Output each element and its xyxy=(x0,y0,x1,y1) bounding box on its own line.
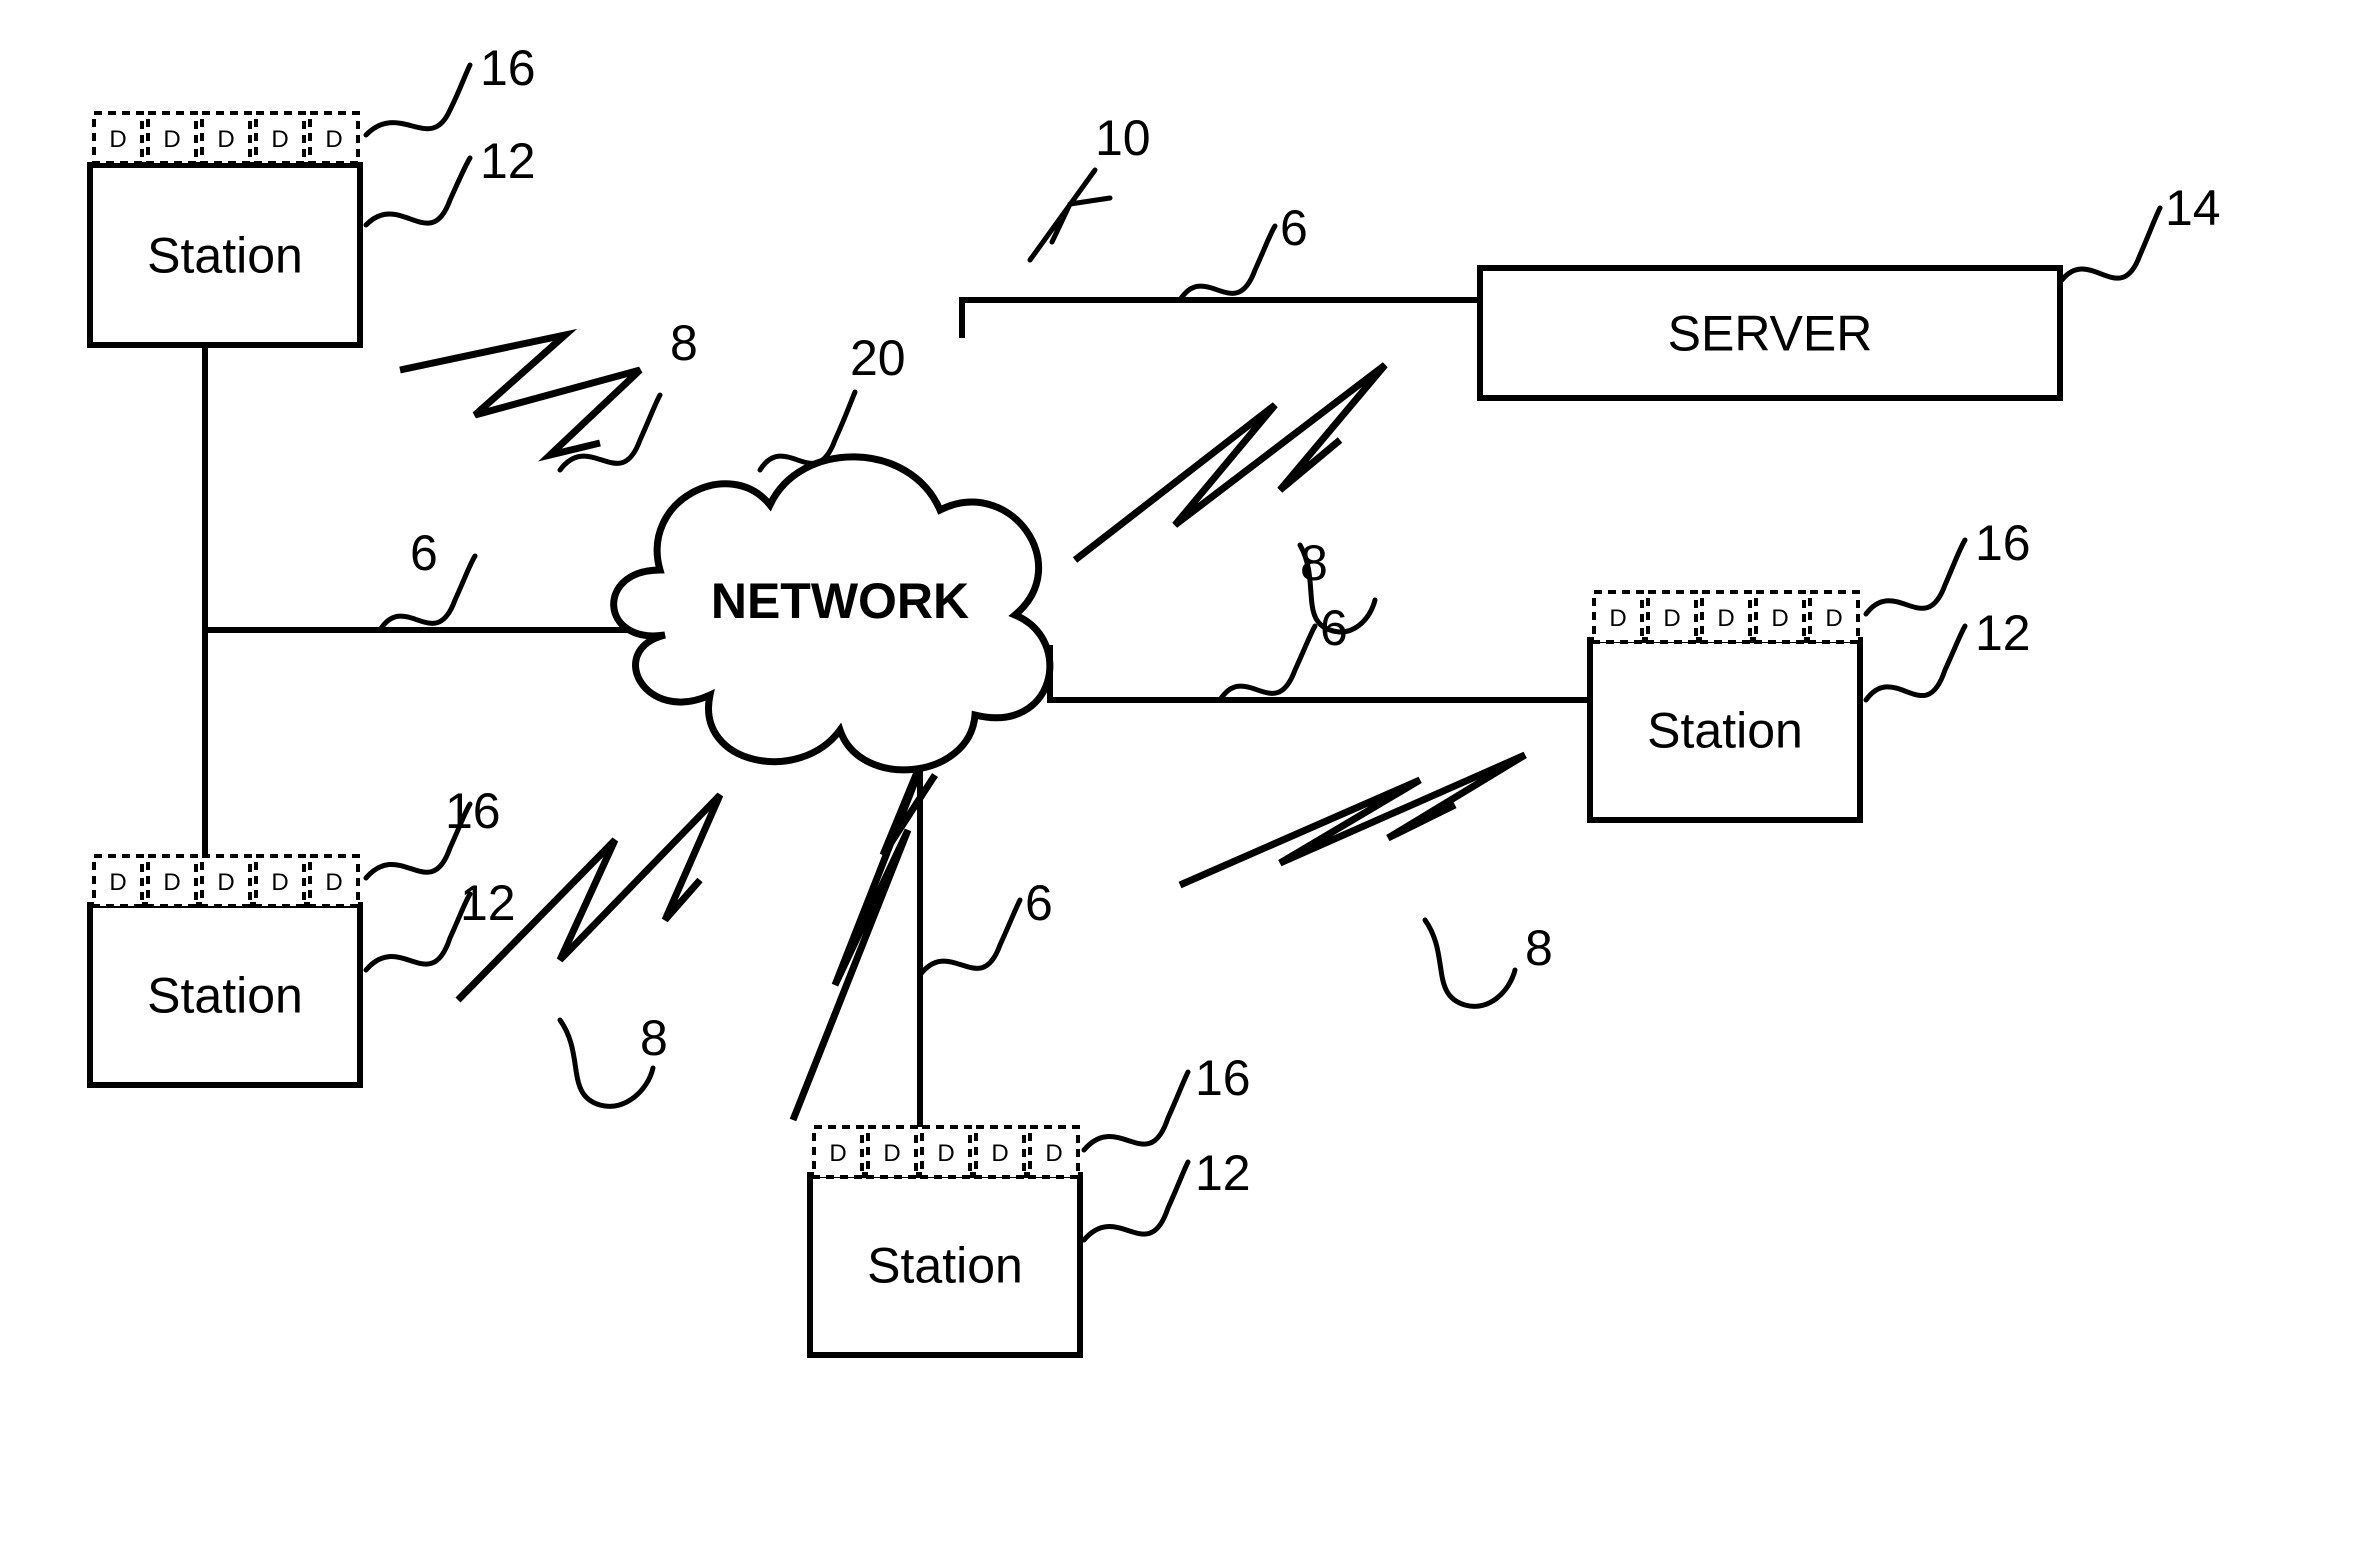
refnum-sq-16-tl: 16 xyxy=(480,40,536,96)
leader-sq-12-bc xyxy=(1084,1162,1188,1240)
refnum-sq-12-bc: 12 xyxy=(1195,1145,1251,1201)
dcell-label-bottom-center-3: D xyxy=(991,1140,1008,1167)
refnum-sq-6-tl: 6 xyxy=(410,525,438,581)
dcell-label-bottom-center-2: D xyxy=(937,1140,954,1167)
refnum-sq-6-r: 6 xyxy=(1320,600,1348,656)
leader-sq-16-r xyxy=(1866,540,1965,614)
wire-net-to-server xyxy=(962,300,1480,338)
dcell-label-bottom-left-3: D xyxy=(271,869,288,896)
leader-sq-16-tl xyxy=(366,65,470,135)
leader-sq-10 xyxy=(1030,170,1110,260)
station-label-top-left: Station xyxy=(147,228,303,284)
refnum-sq-16-r: 16 xyxy=(1975,515,2031,571)
refnum-sq-8-bl: 8 xyxy=(640,1010,668,1066)
wire-net-to-right xyxy=(1005,648,1590,700)
leader-sq-8-r xyxy=(1425,920,1515,1006)
server-label: SERVER xyxy=(1668,306,1873,362)
refnum-sq-12-r: 12 xyxy=(1975,605,2031,661)
refnum-sq-14: 14 xyxy=(2165,180,2221,236)
refnum-sq-12-tl: 12 xyxy=(480,133,536,189)
refnum-sq-6-bc: 6 xyxy=(1025,875,1053,931)
leader-sq-12-tl xyxy=(366,158,470,225)
refnum-sq-16-bc: 16 xyxy=(1195,1050,1251,1106)
dcell-label-top-left-3: D xyxy=(271,126,288,153)
refnum-sq-8-tl: 8 xyxy=(670,315,698,371)
dcell-label-bottom-left-1: D xyxy=(163,869,180,896)
network-diagram: NETWORK SERVER Station D D D D D Station D D D D D Sta… xyxy=(0,0,2360,1557)
leader-sq-16-bc xyxy=(1084,1072,1188,1150)
refnum-sq-16-bl: 16 xyxy=(445,783,501,839)
dcell-label-right-1: D xyxy=(1663,605,1680,632)
refnum-sq-12-bl: 12 xyxy=(460,875,516,931)
dcell-label-right-4: D xyxy=(1825,605,1842,632)
leader-sq-6-srv xyxy=(1180,226,1275,300)
leader-sq-6-bc xyxy=(920,900,1020,975)
dcell-label-bottom-left-2: D xyxy=(217,869,234,896)
station-label-right: Station xyxy=(1647,703,1803,759)
leader-sq-14 xyxy=(2062,208,2160,280)
leader-sq-6-r xyxy=(1220,626,1315,700)
dcell-label-top-left-2: D xyxy=(217,126,234,153)
dcell-label-top-left-0: D xyxy=(109,126,126,153)
leader-sq-12-r xyxy=(1866,626,1965,700)
bolt-bolt-srv xyxy=(1075,365,1385,560)
dcell-label-bottom-center-1: D xyxy=(883,1140,900,1167)
refnum-sq-8-srv: 8 xyxy=(1300,535,1328,591)
refnum-sq-10: 10 xyxy=(1095,110,1151,166)
dcell-label-bottom-left-0: D xyxy=(109,869,126,896)
dcell-label-bottom-center-0: D xyxy=(829,1140,846,1167)
dcell-label-right-3: D xyxy=(1771,605,1788,632)
dcell-label-right-2: D xyxy=(1717,605,1734,632)
refnum-sq-20: 20 xyxy=(850,330,906,386)
refnum-sq-6-srv: 6 xyxy=(1280,200,1308,256)
bolt-bolt-r xyxy=(1180,755,1525,885)
dcell-label-top-left-4: D xyxy=(325,126,342,153)
bolt-bolt-tl xyxy=(400,335,640,455)
station-label-bottom-center: Station xyxy=(867,1238,1023,1294)
dcell-label-bottom-left-4: D xyxy=(325,869,342,896)
leader-sq-12-bl xyxy=(366,894,470,970)
station-label-bottom-left: Station xyxy=(147,968,303,1024)
network-label: NETWORK xyxy=(711,573,969,629)
refnum-sq-8-r: 8 xyxy=(1525,920,1553,976)
dcell-label-right-0: D xyxy=(1609,605,1626,632)
dcell-label-bottom-center-4: D xyxy=(1045,1140,1062,1167)
dcell-label-top-left-1: D xyxy=(163,126,180,153)
